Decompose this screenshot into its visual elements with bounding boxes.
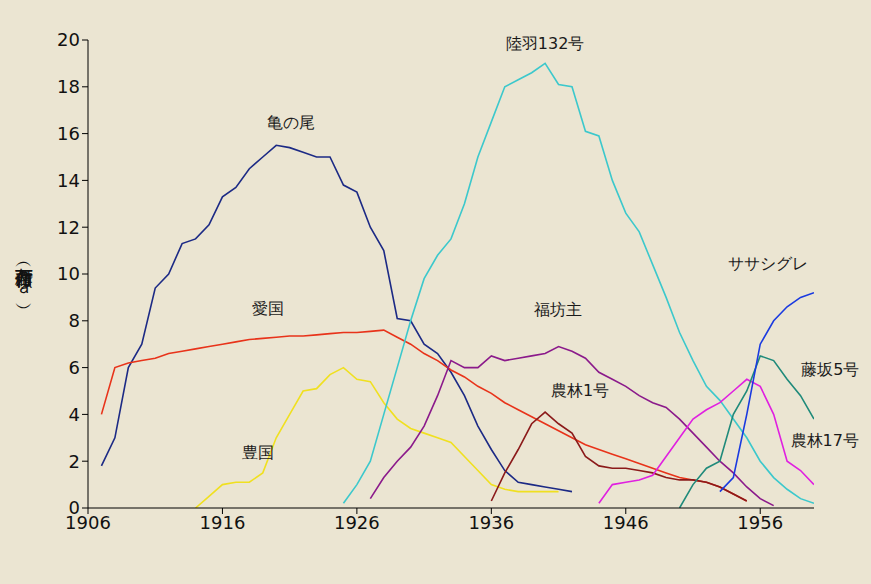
svg-text:4: 4 <box>69 404 80 425</box>
svg-text:1926: 1926 <box>334 512 380 533</box>
svg-text:2: 2 <box>69 451 80 472</box>
svg-text:陸羽132号: 陸羽132号 <box>506 34 585 53</box>
svg-text:農林17号: 農林17号 <box>791 431 859 450</box>
svg-text:藤坂5号: 藤坂5号 <box>801 360 859 379</box>
svg-text:1936: 1936 <box>468 512 514 533</box>
svg-text:6: 6 <box>69 357 80 378</box>
svg-text:0: 0 <box>69 497 80 518</box>
svg-text:1906: 1906 <box>65 511 111 533</box>
svg-text:農林1号: 農林1号 <box>551 381 609 400</box>
svg-text:1916: 1916 <box>200 512 246 533</box>
svg-text:1946: 1946 <box>603 512 649 533</box>
svg-text:18: 18 <box>57 76 80 97</box>
svg-text:1956: 1956 <box>737 512 783 533</box>
svg-text:ササシグレ: ササシグレ <box>728 254 808 273</box>
svg-text:亀の尾: 亀の尾 <box>267 113 315 132</box>
svg-text:12: 12 <box>57 217 80 238</box>
svg-text:10: 10 <box>57 263 80 284</box>
svg-text:豊国: 豊国 <box>242 443 274 462</box>
svg-text:8: 8 <box>69 310 80 331</box>
svg-text:愛国: 愛国 <box>252 299 284 318</box>
svg-text:福坊主: 福坊主 <box>534 300 582 319</box>
svg-text:20: 20 <box>57 29 80 50</box>
svg-text:作付面積（万ｈａ）: 作付面積（万ｈａ） <box>14 256 35 309</box>
svg-text:14: 14 <box>57 170 80 191</box>
svg-text:16: 16 <box>57 123 80 144</box>
